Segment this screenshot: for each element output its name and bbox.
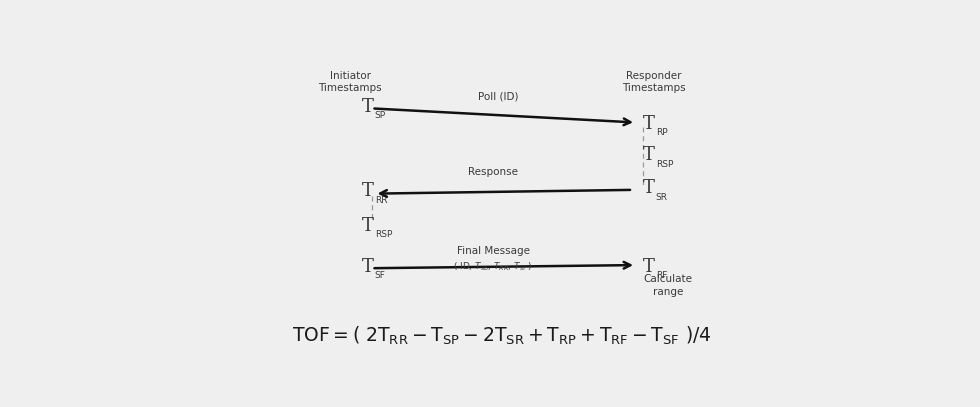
Text: SP: SP (374, 111, 386, 120)
Text: $\mathrm{TOF = ( \ 2T_{RR} - T_{SP} - 2T_{SR} + T_{RP} + T_{RF} - T_{SF} \ ) / 4: $\mathrm{TOF = ( \ 2T_{RR} - T_{SP} - 2T… (292, 324, 712, 347)
Text: RSP: RSP (656, 160, 673, 168)
Text: ( ID, $\mathit{T_{sb}}$, $\mathit{T_{RR}}$, $\mathit{T_{sf}}$ ): ( ID, $\mathit{T_{sb}}$, $\mathit{T_{RR}… (454, 260, 533, 273)
Text: RP: RP (656, 128, 667, 137)
Text: Final Message: Final Message (457, 246, 529, 256)
Text: T: T (643, 179, 655, 197)
Text: T: T (362, 98, 373, 116)
Text: Initiator
Timestamps: Initiator Timestamps (318, 71, 382, 93)
Text: RR: RR (374, 196, 387, 205)
Text: T: T (643, 258, 655, 276)
Text: Responder
Timestamps: Responder Timestamps (622, 71, 686, 93)
Text: Calculate
range: Calculate range (643, 274, 692, 297)
Text: SR: SR (656, 193, 667, 201)
Text: T: T (643, 147, 655, 164)
Text: T: T (362, 258, 373, 276)
Text: T: T (362, 182, 373, 200)
Text: RSP: RSP (374, 230, 392, 239)
Text: SF: SF (374, 271, 385, 280)
Text: T: T (643, 115, 655, 133)
Text: Poll (ID): Poll (ID) (478, 91, 518, 101)
Text: RF: RF (656, 271, 667, 280)
Text: Response: Response (468, 167, 518, 177)
Text: T: T (362, 217, 373, 235)
